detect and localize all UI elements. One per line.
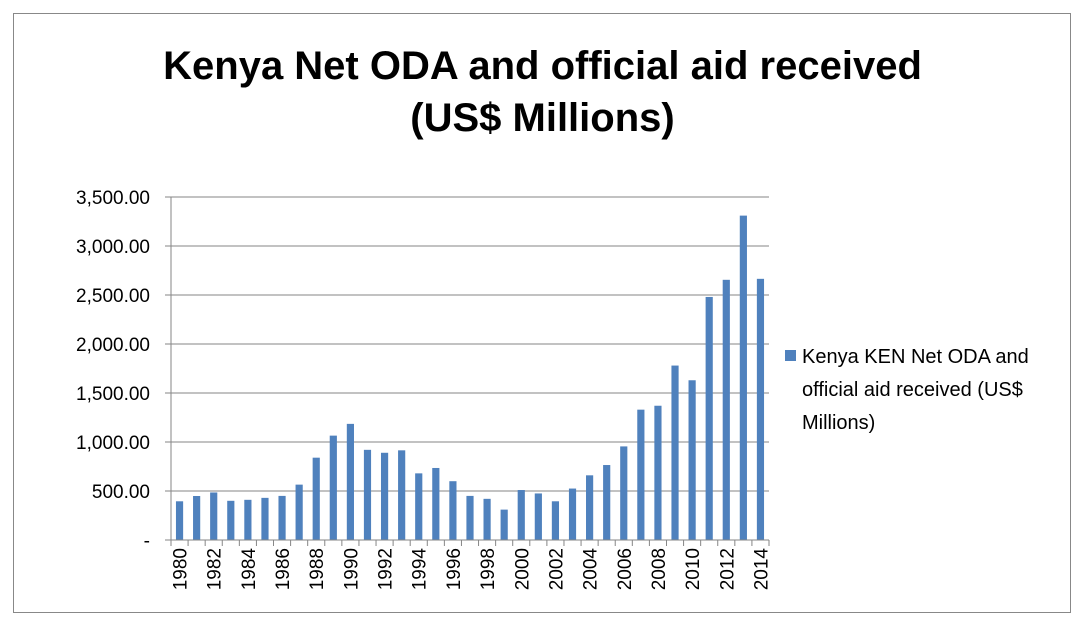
y-tick-label: 3,500.00 [76, 188, 150, 209]
bar-1985 [261, 497, 269, 540]
y-tick-label: 1,500.00 [76, 384, 150, 405]
y-tick-label: 2,000.00 [76, 335, 150, 356]
x-tick-label-1984: 1984 [239, 548, 260, 591]
x-tick-label-1986: 1986 [273, 548, 294, 590]
bar-2003 [568, 488, 577, 540]
y-axis-tick-labels: - 500.00 1,000.00 1,500.00 2,000.00 2,500.00 3… [76, 188, 150, 552]
x-tick-label-1998: 1998 [478, 548, 499, 590]
bar-2012 [722, 279, 730, 540]
x-tick-label-2012: 2012 [717, 548, 738, 590]
y-tick-label: 2,500.00 [76, 286, 150, 307]
bar-1989 [329, 435, 337, 540]
x-tick-label-1990: 1990 [341, 548, 362, 590]
bar-1995 [432, 467, 440, 540]
x-tick-label-2004: 2004 [581, 548, 602, 591]
bar-2013 [739, 215, 747, 540]
bar-2000 [517, 490, 525, 540]
bar-1986 [278, 495, 286, 540]
bar-2008 [654, 405, 662, 540]
x-tick-label-1994: 1994 [410, 548, 431, 591]
bar-1987 [295, 484, 303, 540]
bar-2006 [620, 446, 628, 540]
x-tick-label-2010: 2010 [683, 548, 704, 590]
bar-2005 [603, 465, 611, 540]
bar-2007 [637, 409, 645, 540]
bars [175, 215, 765, 540]
bar-1988 [312, 457, 320, 540]
y-tick-label: 3,000.00 [76, 237, 150, 258]
chart-title-line-2: (US$ Millions) [410, 96, 675, 140]
legend-label-line-2: official aid received (US$ [802, 379, 1023, 401]
bar-1997 [466, 495, 474, 540]
y-tick-label: 500.00 [92, 482, 150, 503]
y-tick-label: 1,000.00 [76, 433, 150, 454]
bar-1981 [193, 495, 201, 540]
x-tick-label-1980: 1980 [171, 548, 192, 590]
bar-2002 [551, 501, 560, 540]
bar-1990 [346, 423, 354, 540]
bar-1996 [449, 481, 457, 540]
bar-2009 [671, 365, 679, 540]
x-tick-label-2002: 2002 [546, 548, 567, 590]
legend-swatch [785, 350, 796, 361]
x-tick-label-1988: 1988 [307, 548, 328, 590]
legend: Kenya KEN Net ODA and official aid recei… [785, 346, 1029, 434]
bar-1999 [500, 509, 508, 540]
x-axis-tick-labels: 1980 1982 1984 1986 1988 1990 1992 1994 1996 1998… [171, 548, 773, 591]
y-tick-label: - [144, 531, 150, 552]
chart-title-line-1: Kenya Net ODA and official aid received [163, 44, 922, 88]
legend-label-line-3: Millions) [802, 412, 875, 434]
bar-1983 [227, 500, 235, 540]
bar-1984 [244, 499, 252, 540]
bar-2010 [688, 380, 696, 540]
bar-1998 [483, 498, 491, 540]
bar-2014 [756, 278, 765, 540]
bar-2001 [534, 493, 542, 540]
bar-1980 [175, 501, 184, 540]
bar-2011 [705, 296, 713, 540]
x-tick-label-2000: 2000 [512, 548, 533, 590]
x-tick-label-1992: 1992 [376, 548, 397, 590]
chart-frame [13, 13, 1071, 613]
axes [165, 196, 770, 546]
x-tick-label-2014: 2014 [751, 548, 772, 591]
x-tick-label-2006: 2006 [615, 548, 636, 590]
bar-2004 [586, 475, 594, 540]
bar-1992 [380, 452, 389, 540]
x-tick-label-2008: 2008 [649, 548, 670, 590]
x-tick-label-1982: 1982 [205, 548, 226, 590]
bar-1993 [398, 450, 406, 540]
bar-1991 [363, 449, 372, 540]
chart-title: Kenya Net ODA and official aid received … [0, 40, 1085, 144]
legend-label-line-1: Kenya KEN Net ODA and [802, 346, 1029, 368]
x-tick-label-1996: 1996 [444, 548, 465, 590]
bar-1982 [210, 492, 218, 540]
bar-1994 [415, 473, 423, 540]
gridlines [171, 196, 769, 492]
